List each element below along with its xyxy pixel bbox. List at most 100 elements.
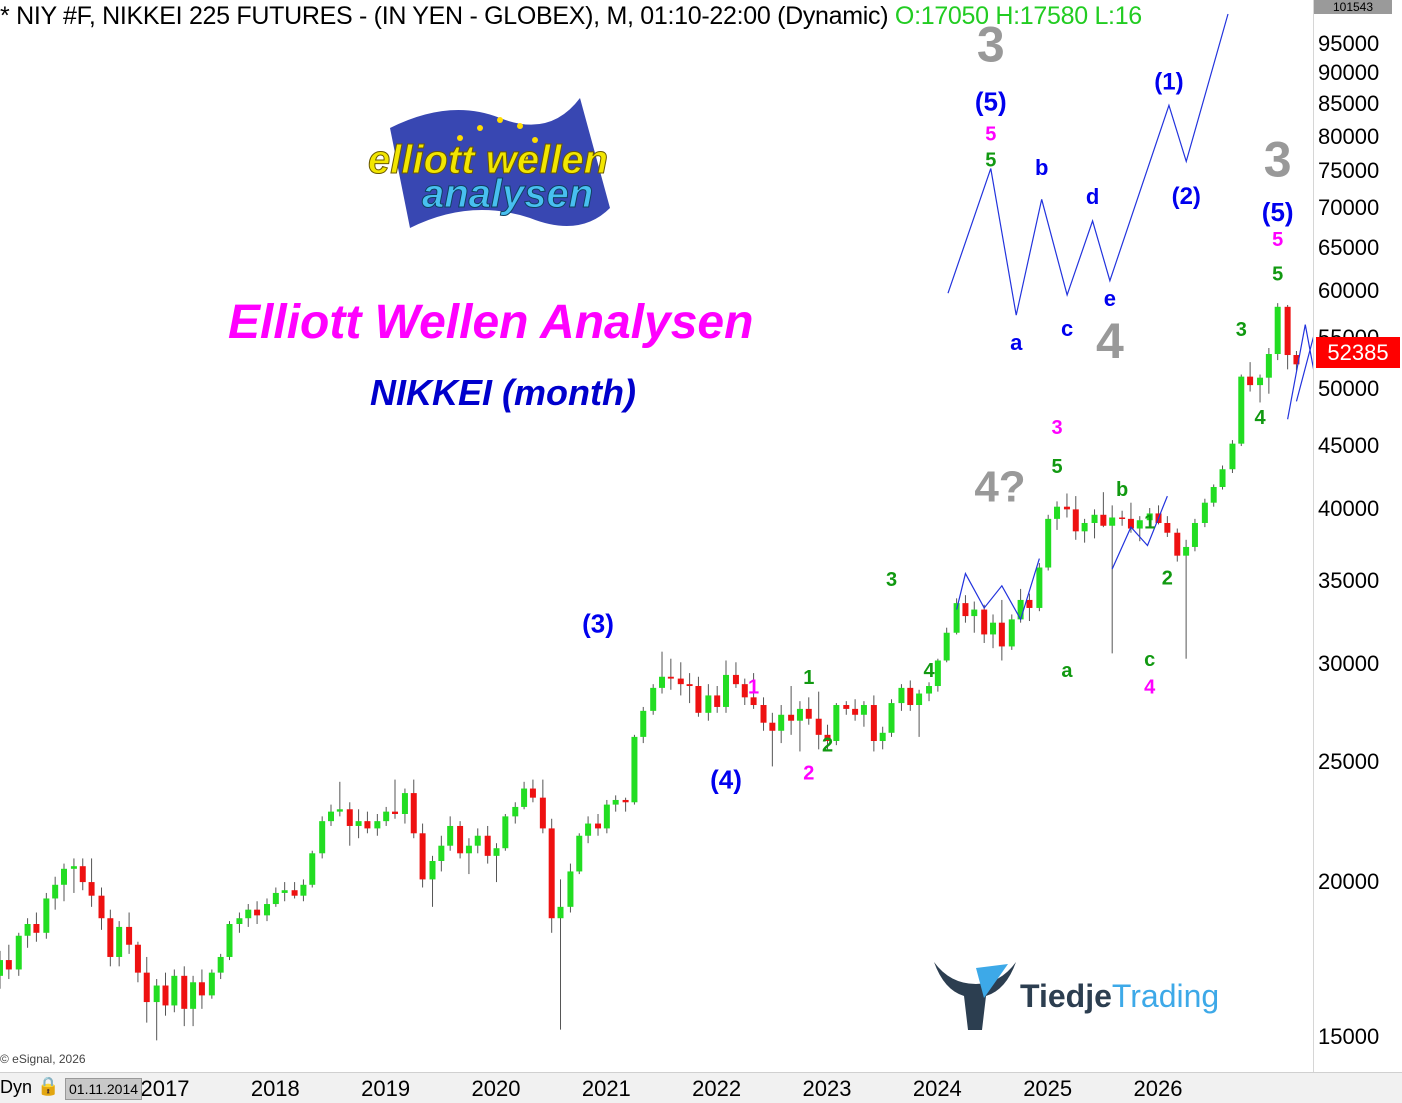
- candle-body: [116, 926, 123, 957]
- candle-body: [778, 714, 785, 731]
- candle-body: [512, 806, 519, 817]
- wave-label: d: [1086, 184, 1099, 209]
- candle-body: [300, 884, 307, 896]
- wave-label: 4: [1096, 313, 1124, 369]
- candle-body: [153, 985, 160, 1003]
- wave-label: 5: [985, 149, 996, 171]
- time-axis: [0, 1072, 1402, 1103]
- eu-flag-icon: [390, 98, 610, 228]
- wave-labels: (3)(4)12123435ab12c43455(5)34?3(5)55abcd…: [582, 17, 1293, 795]
- wave-label: 1: [1144, 512, 1155, 534]
- price-axis: [1313, 0, 1402, 1072]
- wave-label: (1): [1154, 69, 1183, 96]
- candle-body: [833, 705, 840, 742]
- candle-body: [595, 823, 602, 829]
- future-path-line: [947, 13, 1229, 316]
- candle-body: [1174, 532, 1181, 556]
- price-tick-label: 80000: [1318, 123, 1380, 149]
- candle-body: [622, 799, 629, 803]
- candle-body: [796, 708, 803, 721]
- candle-body: [640, 710, 647, 737]
- candle-body: [686, 684, 693, 687]
- candle-body: [769, 722, 776, 731]
- candle-body: [1045, 518, 1052, 568]
- candle-body: [1026, 599, 1033, 608]
- year-tick-label: 2017: [140, 1076, 190, 1101]
- future-wave-path: [947, 13, 1229, 316]
- candle-body: [695, 686, 702, 713]
- year-tick-label: 2018: [250, 1076, 300, 1101]
- candle-body: [52, 884, 59, 899]
- candle-body: [309, 853, 316, 885]
- candle-body: [907, 687, 914, 706]
- price-tick-label: 25000: [1318, 749, 1380, 775]
- year-tick-label: 2022: [692, 1076, 742, 1101]
- wave-label: 5: [1272, 229, 1283, 251]
- wave-label: b: [1035, 155, 1048, 180]
- candle-body: [1201, 502, 1208, 523]
- price-tick-label: 40000: [1318, 496, 1380, 522]
- wave-label: (4): [710, 765, 742, 795]
- candle-body: [1210, 486, 1217, 503]
- brand-name: TiedjeTrading: [1020, 978, 1219, 1015]
- price-tick-label: 20000: [1318, 869, 1380, 895]
- candle-body: [24, 924, 31, 936]
- wave-label: c: [1144, 649, 1155, 671]
- price-tick-label: 60000: [1318, 278, 1380, 304]
- year-tick-label: 2024: [912, 1076, 962, 1101]
- price-tick-label: 45000: [1318, 433, 1380, 459]
- candle-body: [107, 918, 114, 957]
- candle-body: [419, 833, 426, 880]
- candle-body: [567, 871, 574, 907]
- candle-body: [502, 816, 509, 849]
- candle-body: [1191, 522, 1198, 547]
- candle-body: [1017, 599, 1024, 620]
- wave-label: 1: [803, 667, 814, 689]
- lock-icon[interactable]: 🔒: [37, 1076, 60, 1096]
- wave-label: 5: [1272, 264, 1283, 286]
- candle-body: [33, 924, 40, 933]
- watermark-title: Elliott Wellen Analysen: [228, 296, 754, 349]
- price-tick-label: 75000: [1318, 158, 1380, 184]
- candle-body: [1247, 376, 1254, 386]
- start-date-field[interactable]: 01.11.2014: [65, 1078, 143, 1100]
- candle-body: [1063, 506, 1070, 510]
- candle-body: [1183, 546, 1190, 556]
- wave-label: 3: [1236, 319, 1247, 341]
- candle-body: [898, 687, 905, 704]
- candle-body: [557, 906, 564, 919]
- candle-body: [392, 811, 399, 814]
- candle-body: [88, 882, 95, 896]
- candle-body: [98, 895, 105, 919]
- wave-label: 4: [923, 660, 935, 682]
- candle-body: [319, 821, 326, 854]
- candle-body: [603, 804, 610, 829]
- candle-body: [43, 898, 50, 933]
- candle-body: [1100, 514, 1107, 526]
- brand-part1: Tiedje: [1020, 978, 1112, 1014]
- candle-body: [824, 734, 831, 742]
- candle-body: [888, 703, 895, 733]
- year-tick-label: 2026: [1133, 1076, 1183, 1101]
- price-tick-label: 15000: [1318, 1023, 1380, 1049]
- year-tick-label: 2019: [361, 1076, 411, 1101]
- price-tick-label: 65000: [1318, 235, 1380, 261]
- candle-body: [1229, 443, 1236, 470]
- candle-body: [1257, 377, 1264, 386]
- chart-header: * NIY #F, NIKKEI 225 FUTURES - (IN YEN -…: [0, 2, 1142, 31]
- candle-body: [291, 890, 298, 896]
- candle-body: [1091, 514, 1098, 523]
- year-tick-label: 2021: [581, 1076, 631, 1101]
- dyn-toggle[interactable]: Dyn: [0, 1077, 33, 1097]
- candle-body: [1072, 509, 1079, 532]
- candle-body: [1036, 567, 1043, 608]
- candle-body: [60, 868, 67, 885]
- candle-body: [650, 687, 657, 711]
- candle-body: [677, 678, 684, 685]
- candle-body: [143, 972, 150, 1003]
- wave-label: 5: [985, 124, 996, 146]
- wave-label: 4: [1254, 407, 1266, 429]
- candle-body: [208, 972, 215, 996]
- wave-label: (3): [582, 609, 614, 639]
- candle-body: [521, 788, 528, 807]
